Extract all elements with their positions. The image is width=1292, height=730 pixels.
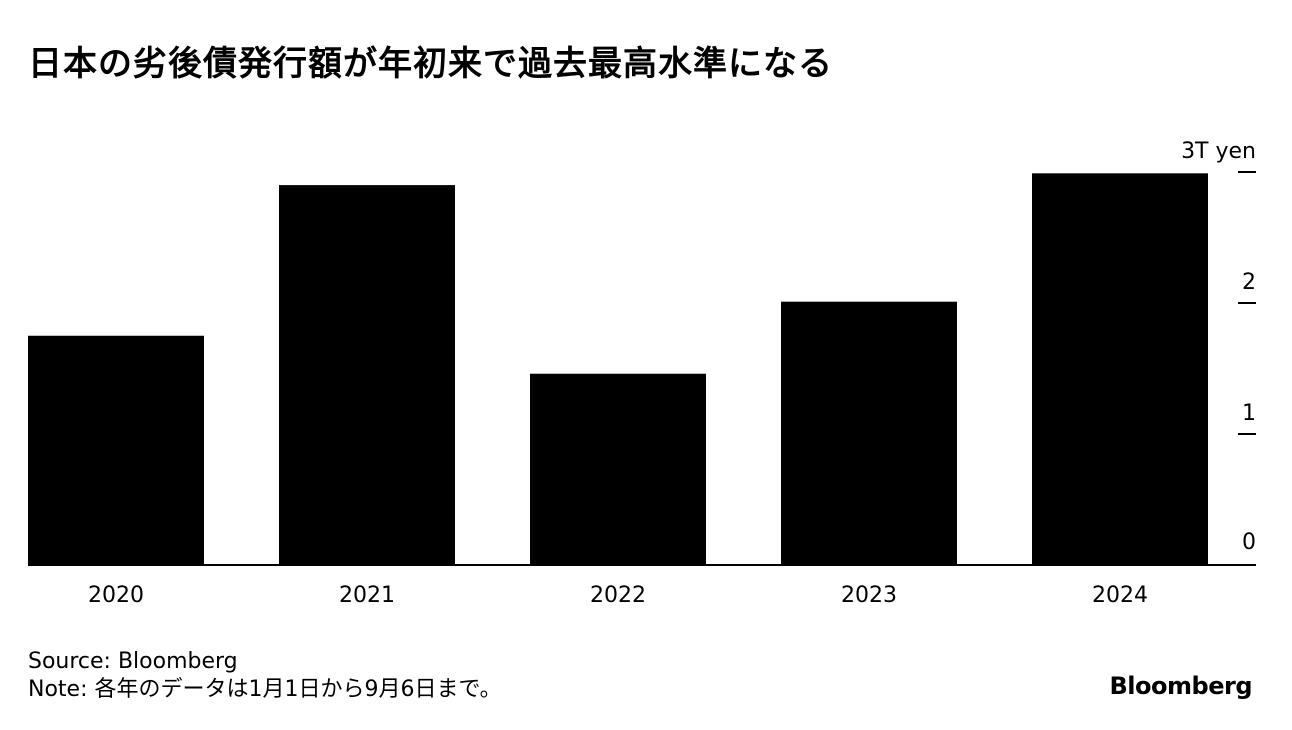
x-tick-label-2020: 2020 xyxy=(88,583,144,608)
x-tick-label-2021: 2021 xyxy=(339,583,395,608)
source-text: Source: Bloomberg xyxy=(28,649,238,674)
x-axis: 2020 2021 2022 2023 2024 xyxy=(28,564,1256,608)
bar-2024 xyxy=(1032,173,1208,565)
y-tick-label-2: 2 xyxy=(1242,270,1256,295)
bar-chart: 0 1 2 3T yen 2020 2021 2022 2023 2024 xyxy=(28,139,1256,608)
bar-2021 xyxy=(279,185,455,565)
x-tick-label-2022: 2022 xyxy=(590,583,646,608)
y-tick-label-3: 3T yen xyxy=(1181,139,1256,164)
x-tick-label-2024: 2024 xyxy=(1092,583,1148,608)
note-text: Note: 各年のデータは1月1日から9月6日まで。 xyxy=(28,677,502,702)
bar-2022 xyxy=(530,373,706,565)
bars-group xyxy=(28,173,1208,565)
bar-2023 xyxy=(781,301,957,565)
chart-title: 日本の劣後債発行額が年初来で過去最高水準になる xyxy=(28,44,833,84)
bloomberg-logo: Bloomberg xyxy=(1109,672,1253,700)
y-tick-label-1: 1 xyxy=(1242,401,1256,426)
footer: Source: Bloomberg Note: 各年のデータは1月1日から9月6… xyxy=(28,648,502,704)
x-tick-label-2023: 2023 xyxy=(841,583,897,608)
y-tick-label-0: 0 xyxy=(1242,530,1256,555)
bar-2020 xyxy=(28,335,204,565)
y-axis: 0 1 2 3T yen xyxy=(1181,139,1256,555)
